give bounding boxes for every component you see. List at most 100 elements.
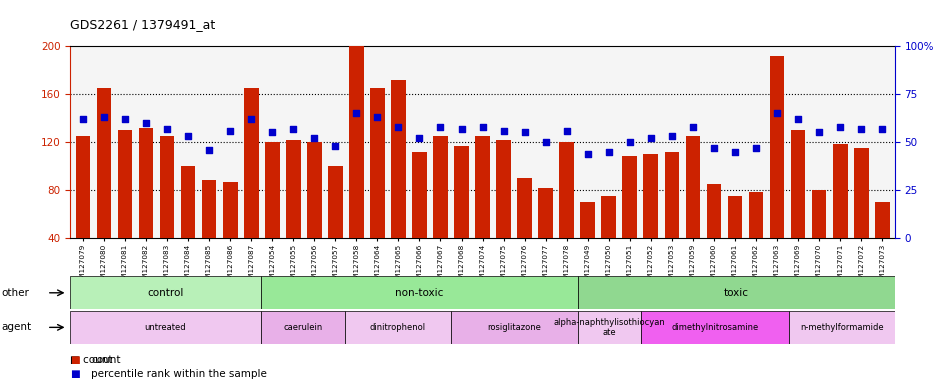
Bar (768, 56, 783, 238)
Point (243, 116, 258, 122)
Point (579, 151, 594, 157)
Point (348, 110, 363, 116)
Text: alpha-naphthylisothiocyan
ate: alpha-naphthylisothiocyan ate (553, 318, 665, 337)
Bar (285, 140, 300, 238)
Text: toxic: toxic (723, 288, 748, 298)
Text: dimethylnitrosamine: dimethylnitrosamine (671, 323, 758, 332)
Bar (370, 88, 385, 238)
Bar (412, 152, 427, 238)
Point (768, 110, 783, 116)
Text: GDS2261 / 1379491_at: GDS2261 / 1379491_at (70, 18, 215, 31)
Point (643, 135, 658, 141)
Bar (601, 196, 616, 238)
Bar (790, 130, 805, 238)
Bar (243, 88, 258, 238)
Point (475, 124, 490, 130)
Point (832, 124, 847, 130)
Bar (159, 136, 174, 238)
Point (223, 127, 238, 134)
Point (454, 126, 469, 132)
Bar (181, 166, 196, 238)
Bar (201, 180, 216, 238)
Point (306, 135, 321, 141)
Bar (260, 311, 344, 344)
Bar (788, 311, 894, 344)
Text: caerulein: caerulein (283, 323, 322, 332)
Bar (578, 276, 894, 309)
Bar (475, 136, 490, 238)
Point (495, 127, 510, 134)
Bar (260, 276, 578, 309)
Point (874, 126, 889, 132)
Point (601, 149, 616, 155)
Point (139, 120, 154, 126)
Point (328, 143, 343, 149)
Point (726, 149, 741, 155)
Bar (578, 311, 640, 344)
Point (706, 145, 721, 151)
Bar (832, 144, 846, 238)
Point (370, 114, 385, 120)
Point (390, 124, 405, 130)
Point (517, 129, 532, 136)
Text: agent: agent (2, 322, 32, 333)
Point (684, 124, 699, 130)
Point (75, 116, 90, 122)
Bar (685, 136, 699, 238)
Bar (537, 188, 552, 238)
Text: untreated: untreated (144, 323, 186, 332)
Bar (70, 311, 260, 344)
Bar (390, 79, 405, 238)
Point (285, 126, 300, 132)
Point (201, 147, 216, 153)
Bar (811, 190, 826, 238)
Point (117, 116, 132, 122)
Bar (96, 88, 111, 238)
Bar (579, 202, 594, 238)
Text: rosiglitazone: rosiglitazone (487, 323, 541, 332)
Point (412, 135, 427, 141)
Bar (748, 192, 763, 238)
Point (432, 124, 447, 130)
Text: ■ count: ■ count (70, 355, 112, 365)
Text: other: other (2, 288, 30, 298)
Bar (118, 130, 132, 238)
Bar (328, 166, 343, 238)
Point (537, 139, 552, 145)
Point (790, 116, 805, 122)
Point (622, 139, 636, 145)
Point (265, 129, 280, 136)
Point (559, 127, 574, 134)
Point (811, 129, 826, 136)
Bar (622, 157, 636, 238)
Bar (706, 184, 721, 238)
Bar (496, 140, 510, 238)
Bar (874, 202, 888, 238)
Bar (344, 311, 450, 344)
Bar (643, 154, 657, 238)
Bar (727, 196, 741, 238)
Text: n-methylformamide: n-methylformamide (799, 323, 883, 332)
Bar (223, 182, 237, 238)
Bar (265, 142, 279, 238)
Bar (559, 142, 574, 238)
Bar (70, 276, 260, 309)
Point (159, 126, 174, 132)
Bar (853, 148, 868, 238)
Point (664, 133, 679, 139)
Bar (139, 127, 154, 238)
Bar (450, 311, 578, 344)
Point (181, 133, 196, 139)
Point (853, 126, 868, 132)
Bar (640, 311, 788, 344)
Text: ■: ■ (70, 369, 80, 379)
Bar (454, 146, 468, 238)
Bar (517, 178, 532, 238)
Text: non-toxic: non-toxic (394, 288, 443, 298)
Bar (76, 136, 90, 238)
Text: control: control (147, 288, 183, 298)
Point (748, 145, 763, 151)
Text: dinitrophenol: dinitrophenol (370, 323, 426, 332)
Text: count: count (91, 355, 120, 365)
Bar (432, 136, 447, 238)
